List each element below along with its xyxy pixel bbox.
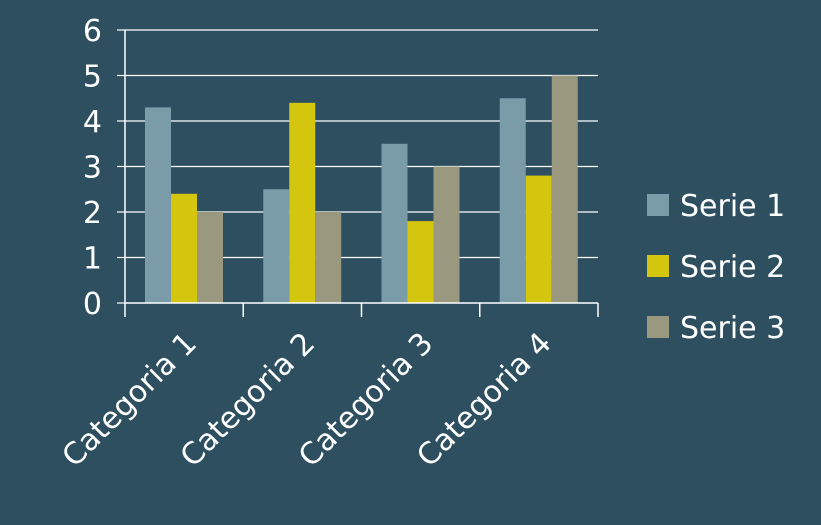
y-tick-label: 2 [83,196,102,231]
legend-label-2: Serie 2 [680,250,785,285]
bar-2-3 [407,221,434,303]
y-tick-label: 6 [83,14,102,49]
y-tick-label: 4 [83,105,102,140]
y-tick-label: 0 [83,287,102,322]
bar-2-1 [171,193,197,303]
y-tick-label: 1 [83,242,102,277]
legend-swatch-3 [647,316,669,338]
y-tick-label: 5 [83,60,102,95]
bar-1-4 [499,98,526,303]
axes [117,29,599,317]
legend-label-1: Serie 1 [680,189,785,224]
legend-swatch-2 [647,255,669,277]
legend-label-3: Serie 3 [680,311,785,346]
bar-1-3 [381,143,408,303]
bar-1-2 [263,189,290,303]
bar-2-2 [289,102,316,303]
y-tick-label: 3 [83,151,102,186]
bar-3-4 [551,75,578,303]
bar-2-4 [525,175,552,303]
legend: Serie 1 Serie 2 Serie 3 [647,189,785,346]
bar-3-3 [433,166,460,303]
bar-3-1 [197,212,223,303]
bar-1-1 [145,107,171,303]
y-tick-labels: 0 1 2 3 4 5 6 [83,14,102,322]
bars [145,75,578,303]
bar-3-2 [315,212,342,303]
legend-swatch-1 [647,194,669,216]
